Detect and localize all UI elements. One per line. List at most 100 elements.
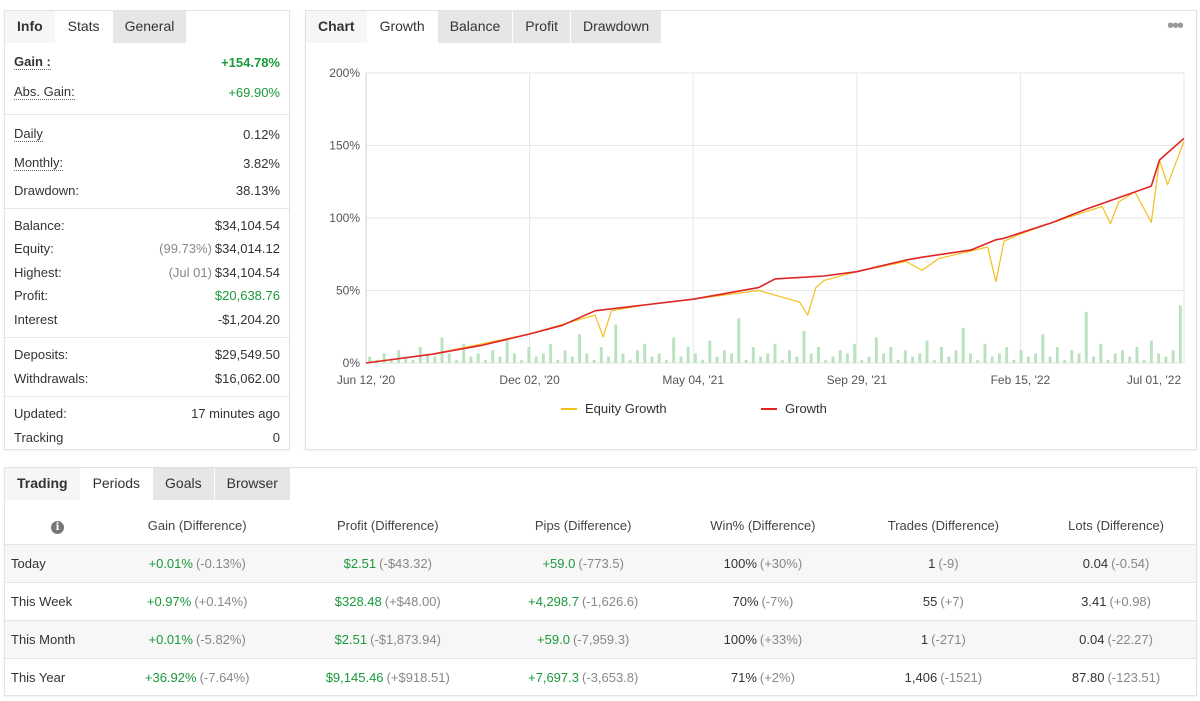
volume-bar [903, 350, 907, 363]
volume-bar [534, 356, 538, 363]
volume-bar [1164, 356, 1168, 363]
period-name: This Month [5, 619, 110, 658]
lots-value: 87.80 [1071, 669, 1105, 685]
tab-goals[interactable]: Goals [153, 468, 215, 500]
volume-bar [1171, 350, 1175, 363]
volume-bar [990, 356, 994, 363]
volume-bar [954, 350, 958, 363]
pips-value: +59.0 [537, 631, 570, 647]
volume-bar [614, 324, 618, 363]
tab-profit[interactable]: Profit [513, 11, 571, 43]
volume-bar [541, 353, 545, 363]
profit-difference: (+$918.51) [386, 669, 450, 685]
period-name: This Year [5, 657, 110, 696]
gain-value: +0.01% [148, 555, 193, 571]
balance-value: $34,104.54 [214, 217, 280, 233]
info-header: i [5, 508, 110, 544]
column-header: Profit (Difference) [336, 518, 439, 534]
volume-bar [831, 356, 835, 363]
pips-cell: +7,697.3 (-3,653.8) [491, 657, 676, 696]
lots-difference: (-22.27) [1107, 631, 1153, 647]
volume-bar [1121, 350, 1124, 363]
lots-cell: 87.80 (-123.51) [1036, 657, 1196, 696]
gain-label[interactable]: Gain : [14, 54, 51, 70]
pips-difference: (-773.5) [578, 555, 624, 571]
legend-equity-growth-label: Equity Growth [585, 401, 667, 416]
tab-periods[interactable]: Periods [80, 468, 154, 500]
gain-value: +0.97% [146, 593, 192, 609]
gain-difference: (-0.13%) [195, 555, 246, 571]
periods-tabs: Trading Periods Goals Browser [5, 468, 1196, 500]
volume-bar [744, 359, 748, 363]
column-header: Win% (Difference) [710, 518, 816, 534]
win-cell: 71% (+2%) [675, 657, 851, 696]
interest-value: -$1,204.20 [217, 311, 280, 327]
x-tick-label: May 04, '21 [662, 373, 724, 387]
x-tick-label: Dec 02, '20 [499, 373, 560, 387]
gain-row: Gain : +154.78% [14, 51, 280, 73]
volume-bar [440, 337, 444, 363]
info-icon[interactable]: i [51, 520, 64, 534]
tab-trading[interactable]: Trading [5, 468, 81, 500]
tab-balance[interactable]: Balance [437, 11, 514, 43]
ellipsis-icon[interactable]: ••• [1166, 15, 1184, 37]
volume-bar [686, 347, 690, 363]
periods-panel: Trading Periods Goals Browser i Gain (Di… [4, 467, 1197, 696]
volume-bar [1113, 353, 1117, 363]
volume-bar [636, 350, 639, 363]
volume-bar [1149, 340, 1153, 363]
tab-info[interactable]: Info [5, 11, 56, 43]
trades-difference: (+7) [940, 593, 964, 609]
daily-label[interactable]: Daily [14, 126, 43, 142]
volume-bar [845, 353, 849, 363]
volume-bar [867, 356, 871, 363]
tab-general[interactable]: General [112, 11, 188, 43]
lots-value: 0.04 [1082, 555, 1109, 571]
chart-tabs: Chart Growth Balance Profit Drawdown [306, 11, 1196, 43]
y-tick-label: 100% [329, 211, 360, 225]
monthly-label[interactable]: Monthly: [14, 155, 64, 171]
trades-difference: (-9) [938, 555, 959, 571]
trades-value: 55 [922, 593, 938, 609]
tab-chart[interactable]: Chart [306, 11, 368, 43]
volume-bar [389, 359, 393, 363]
monthly-row: Monthly: 3.82% [14, 152, 280, 174]
trades-value: 1 [920, 631, 929, 647]
gain-cell: +36.92% (-7.64%) [110, 657, 285, 696]
gain-cell: +0.97% (+0.14%) [110, 581, 285, 620]
win-value: 70% [732, 593, 759, 609]
column-header: Pips (Difference) [534, 518, 632, 534]
volume-bar [578, 334, 581, 363]
volume-bar [1178, 305, 1182, 363]
trades-value: 1,406 [904, 669, 938, 685]
volume-bar [382, 353, 386, 363]
volume-bar [643, 343, 647, 363]
pips-cell: +59.0 (-7,959.3) [491, 619, 676, 658]
pips-difference: (-7,959.3) [572, 631, 630, 647]
pips-cell: +4,298.7 (-1,626.6) [491, 581, 676, 620]
lots-value: 3.41 [1081, 593, 1107, 609]
volume-bar [1005, 347, 1009, 363]
volume-bar [997, 353, 1001, 363]
equity-value-group: (99.73%) $34,014.12 [159, 241, 280, 256]
growth-chart-panel: Chart Growth Balance Profit Drawdown •••… [305, 10, 1197, 450]
deposits-row: Deposits: $29,549.50 [14, 343, 280, 365]
volume-bar [918, 353, 922, 363]
equity-row: Equity: (99.73%) $34,014.12 [14, 237, 280, 259]
volume-bar [672, 337, 676, 363]
tab-drawdown[interactable]: Drawdown [570, 11, 663, 43]
tab-growth[interactable]: Growth [367, 11, 438, 43]
tab-browser[interactable]: Browser [214, 468, 291, 500]
volume-bar [766, 353, 770, 363]
gain-value: +154.78% [221, 54, 280, 70]
volume-bar [469, 356, 473, 363]
volume-bar [404, 356, 408, 363]
tab-stats[interactable]: Stats [55, 11, 113, 43]
volume-bar [1026, 356, 1030, 363]
abs-gain-label[interactable]: Abs. Gain: [14, 84, 75, 100]
volume-bar [773, 343, 777, 363]
y-tick-label: 50% [336, 284, 360, 298]
abs-gain-value: +69.90% [228, 84, 280, 100]
volume-bar [657, 353, 661, 363]
balance-label: Balance: [14, 217, 65, 233]
